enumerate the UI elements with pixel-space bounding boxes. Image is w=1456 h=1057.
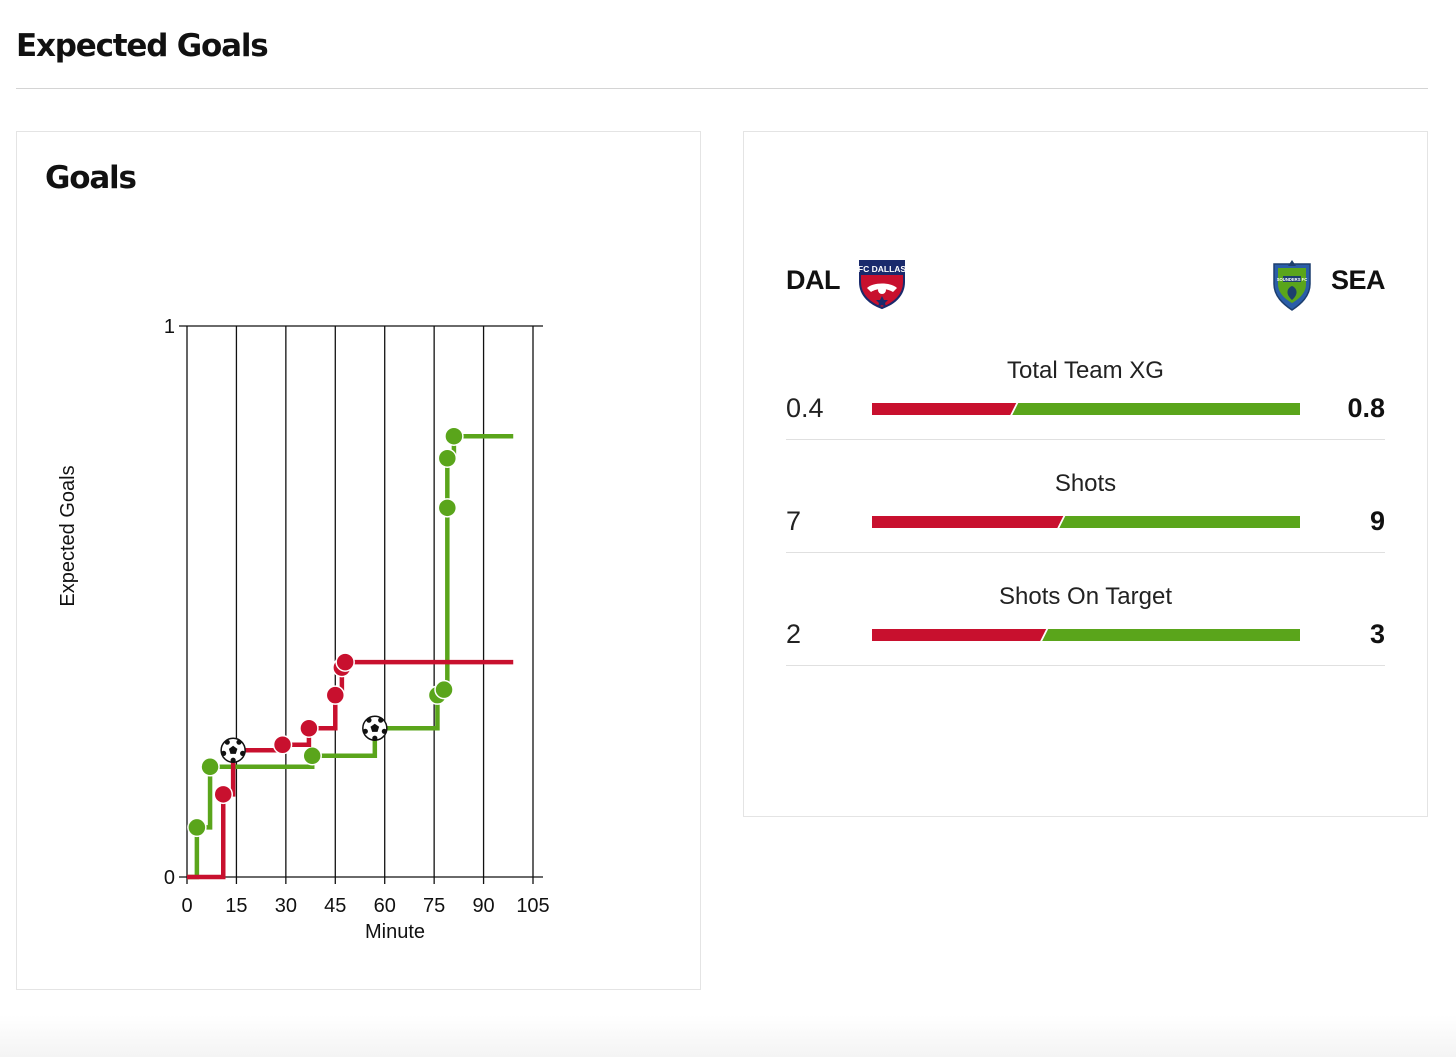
shot-marker xyxy=(325,685,346,705)
shot-marker xyxy=(335,652,355,672)
y-tick-label: 0 xyxy=(164,867,175,889)
stat-label: Total Team XG xyxy=(1007,357,1164,384)
comparison-bar xyxy=(872,629,1300,641)
shot-marker xyxy=(213,784,233,805)
x-tick-label: 15 xyxy=(225,895,247,917)
away-bar-segment xyxy=(1042,629,1300,641)
shot-marker xyxy=(299,718,319,738)
stat-row-shots-on-target: Shots On Target 2 3 xyxy=(786,583,1385,693)
soccer-ball-patch xyxy=(378,717,384,723)
xg-timeline-card: Goals 0 15 30 45 60 75 90 105 0 1 Minute Expected G… xyxy=(16,131,701,990)
row-divider xyxy=(786,439,1385,440)
home-stat-value: 7 xyxy=(786,506,802,536)
away-bar-segment xyxy=(1012,403,1300,415)
shot-marker xyxy=(444,426,464,446)
y-axis-label: Expected Goals xyxy=(57,465,79,606)
away-stat-value: 3 xyxy=(1369,619,1385,649)
row-divider xyxy=(786,665,1385,666)
soccer-ball-patch xyxy=(224,739,230,745)
x-tick-label: 60 xyxy=(374,895,396,917)
home-team-abbr: DAL xyxy=(786,265,841,295)
home-bar-segment xyxy=(872,629,1047,641)
x-tick-label: 45 xyxy=(324,895,346,917)
stat-label: Shots xyxy=(1054,470,1117,497)
soccer-ball-patch xyxy=(230,757,236,763)
soccer-ball-patch xyxy=(221,750,227,756)
page-bottom-shade xyxy=(0,1015,1456,1057)
comparison-bar xyxy=(872,403,1300,415)
sounders-crest-icon: SOUNDERS FC xyxy=(1273,260,1311,311)
soccer-ball-patch xyxy=(240,750,246,756)
page-title: Expected Goals xyxy=(16,28,269,64)
shot-marker xyxy=(434,679,454,700)
shot-marker xyxy=(272,735,293,755)
home-stat-value: 2 xyxy=(786,619,802,649)
soccer-ball-patch xyxy=(236,739,242,745)
shot-marker xyxy=(437,448,458,468)
away-stat-value: 0.8 xyxy=(1347,393,1385,423)
away-stat-value: 9 xyxy=(1369,506,1385,536)
chart-card-title: Goals xyxy=(45,160,137,196)
x-tick-label: 105 xyxy=(516,895,549,917)
soccer-ball-patch xyxy=(372,735,378,741)
shot-marker xyxy=(302,746,322,766)
xg-timeline-chart: 0 15 30 45 60 75 90 105 0 1 Minute Expected Goals xyxy=(57,316,550,943)
shot-marker xyxy=(200,757,220,777)
y-tick-label: 1 xyxy=(164,316,175,338)
comparison-bar xyxy=(872,516,1300,528)
stat-label: Shots On Target xyxy=(999,583,1172,610)
stat-row-shots: Shots 7 9 xyxy=(786,470,1385,580)
title-divider xyxy=(16,88,1428,89)
home-stat-value: 0.4 xyxy=(786,393,824,423)
away-bar-segment xyxy=(1059,516,1300,528)
x-tick-label: 75 xyxy=(423,895,445,917)
away-crest-text: SOUNDERS FC xyxy=(1277,277,1307,282)
x-axis-label: Minute xyxy=(365,921,425,943)
soccer-ball-patch xyxy=(366,717,372,723)
series-dal xyxy=(187,652,514,880)
soccer-ball-patch xyxy=(381,728,387,734)
away-team-abbr: SEA xyxy=(1330,265,1386,295)
series-sea xyxy=(187,426,514,880)
home-bar-segment xyxy=(872,516,1064,528)
x-tick-label: 90 xyxy=(472,895,494,917)
soccer-ball-patch xyxy=(228,745,238,754)
home-crest-text: FC DALLAS xyxy=(858,264,906,274)
shot-marker xyxy=(187,817,207,838)
fc-dallas-crest-icon: FC DALLAS xyxy=(858,260,906,310)
team-stats-card: DAL FC DALLAS SOUNDERS FC SEA Total Team… xyxy=(743,131,1428,817)
stat-row-total-xg: Total Team XG 0.4 0.8 xyxy=(786,357,1385,467)
home-bar-segment xyxy=(872,403,1017,415)
row-divider xyxy=(786,552,1385,553)
shot-marker xyxy=(437,498,458,518)
x-tick-label: 0 xyxy=(181,895,192,917)
soccer-ball-patch xyxy=(370,723,380,732)
x-tick-label: 30 xyxy=(275,895,297,917)
soccer-ball-patch xyxy=(362,728,368,734)
